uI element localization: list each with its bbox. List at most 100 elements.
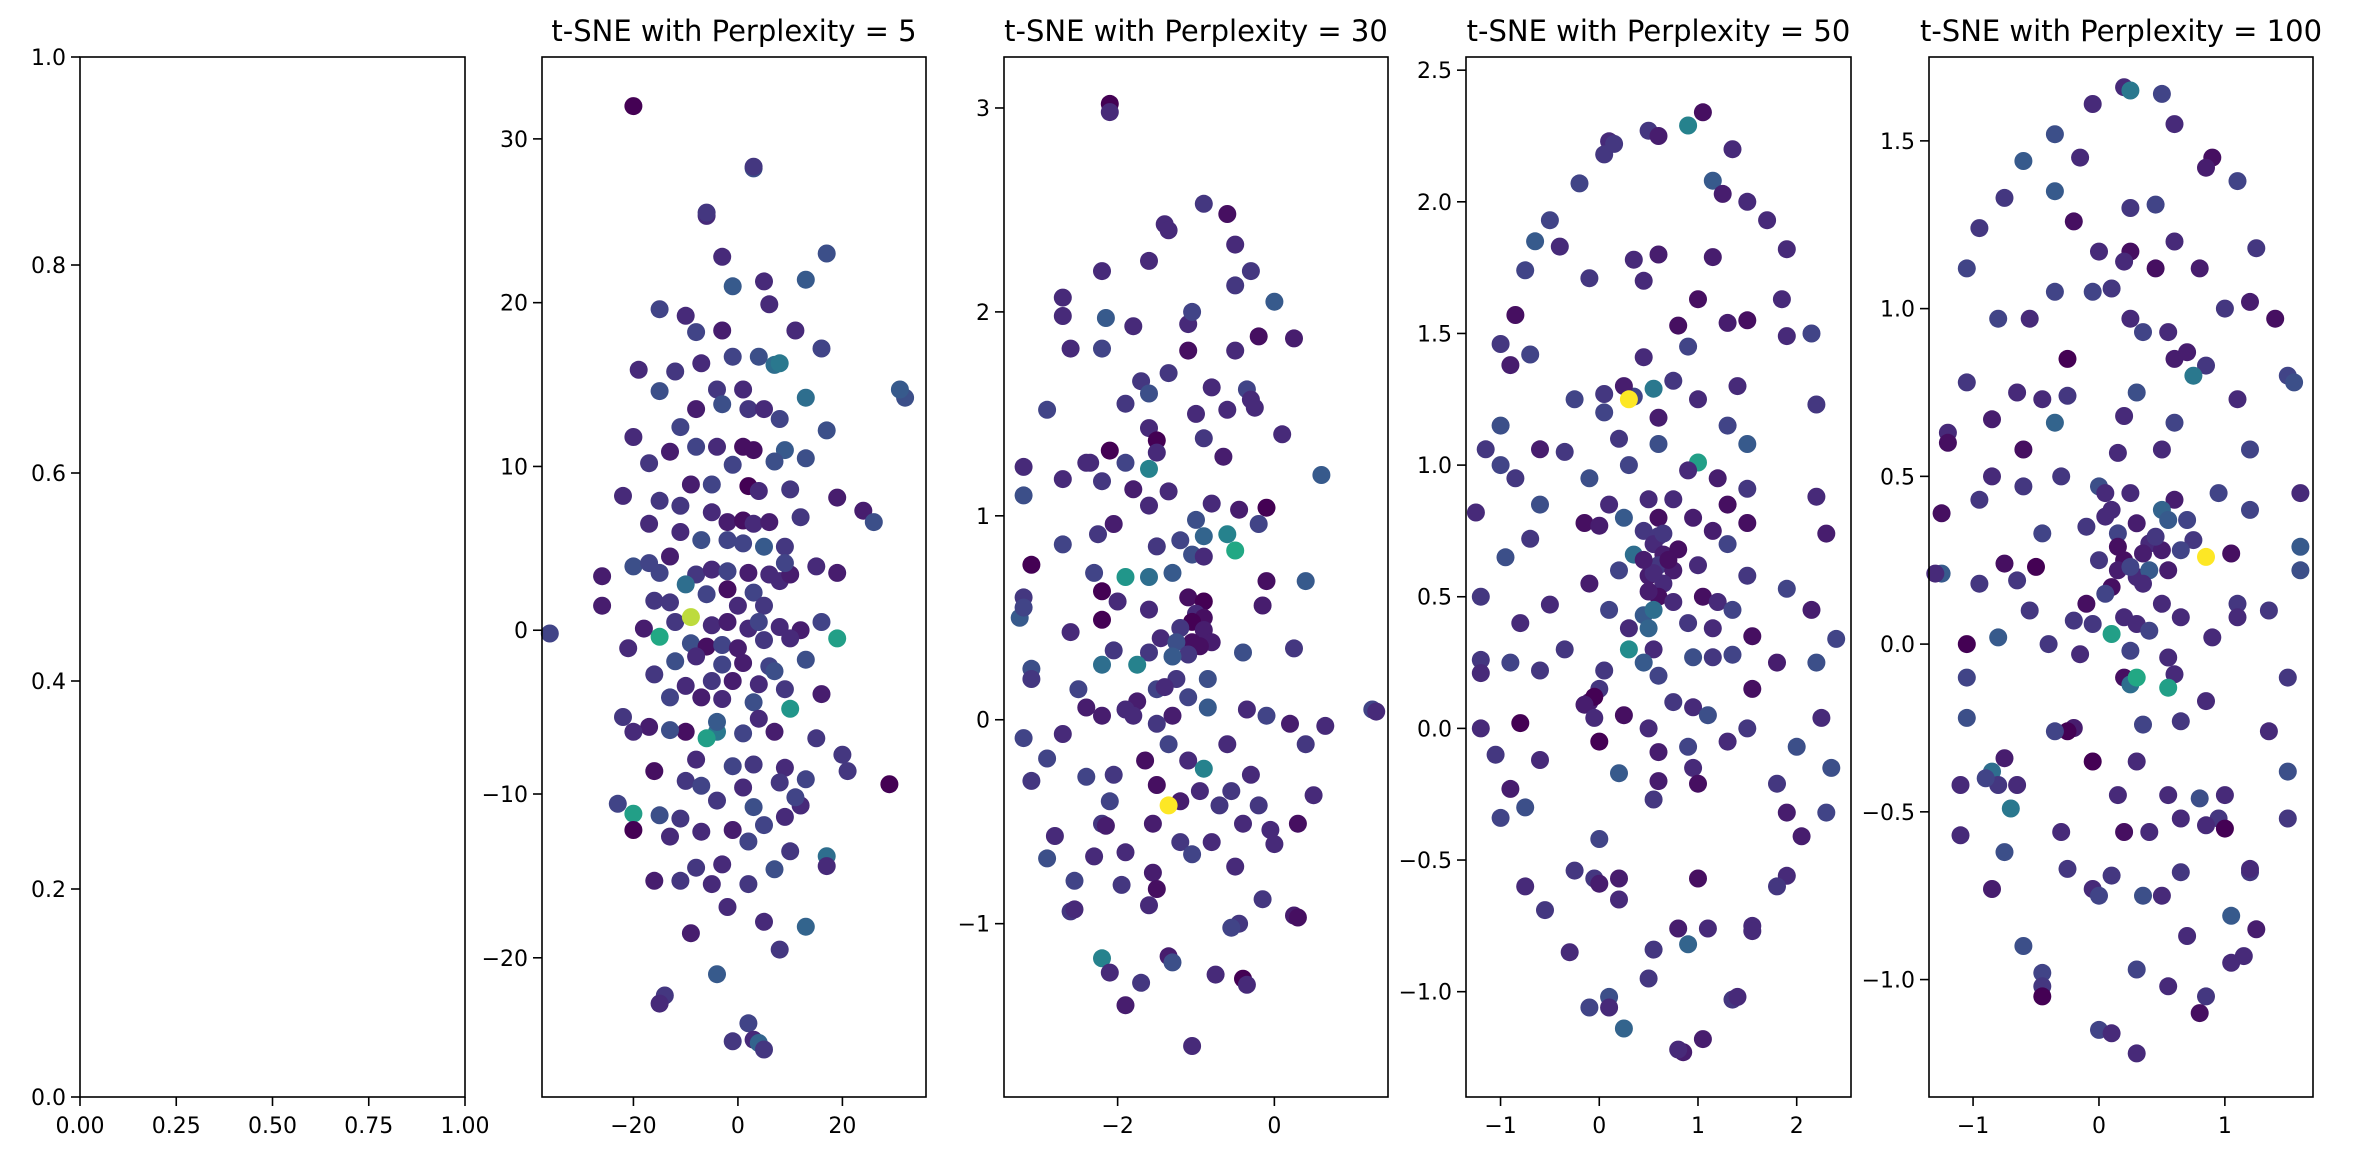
data-point [1065,871,1084,890]
data-point [2027,557,2045,576]
data-point [2134,574,2152,593]
data-point [1257,572,1276,591]
data-point [1634,653,1653,672]
data-point [1281,714,1299,733]
x-tick-label: 20 [828,1114,856,1139]
data-point [1812,708,1831,727]
data-point [864,513,883,532]
data-point [2259,601,2278,620]
data-point [1061,339,1080,358]
data-point [1304,786,1323,805]
data-point [1679,614,1698,633]
data-point [1600,600,1619,619]
data-point [634,619,653,638]
data-point [1265,292,1284,311]
data-point [1210,796,1229,815]
data-point [1093,339,1111,358]
data-point [2083,615,2102,633]
data-point [2171,541,2190,560]
y-tick-label: −0.5 [1862,801,1915,826]
data-point [1664,693,1683,712]
data-point [1649,408,1668,427]
y-tick-label: 2 [976,301,990,326]
data-point [661,827,679,846]
data-point [1649,772,1668,791]
data-point [1312,466,1331,484]
data-point [713,855,732,874]
data-point [1693,587,1712,606]
data-point [2228,594,2247,613]
y-tick-label: 0.4 [31,670,66,695]
data-point [1595,385,1614,403]
data-point [2247,920,2266,939]
data-point [2165,413,2184,432]
data-point [1038,749,1057,768]
panel-perplexity-5: t-SNE with Perplexity = 5 −20 0 20 −20 −10 0 1… [482,14,927,1139]
data-point [1038,849,1057,868]
data-point [666,362,685,381]
data-point [702,475,721,494]
data-point [2102,500,2121,519]
data-point [708,380,726,399]
panel-perplexity-100: t-SNE with Perplexity = 100 −1 0 1 −1.0 −0.5… [1862,14,2322,1139]
y-tick-label: 0.5 [1417,586,1452,611]
data-point [796,650,815,669]
x-tick-label: 1 [1691,1114,1705,1139]
data-point [1198,698,1217,717]
panel-title: t-SNE with Perplexity = 5 [551,14,916,48]
scatter-points [1010,94,1386,1055]
data-point [645,665,664,684]
y-tick-label: 0.0 [31,1086,66,1111]
data-point [833,745,852,764]
axis-ticks: 0.00 0.25 0.50 0.75 1.00 0.0 0.2 0.4 0.6 0.8 1.0 [31,46,489,1139]
data-point [1516,798,1535,817]
data-point [770,940,789,959]
data-point [1104,641,1123,660]
data-point [1151,629,1170,648]
data-point [2096,584,2115,603]
data-point [890,380,909,399]
data-point [2146,259,2165,278]
data-point [744,798,763,817]
data-point [2215,786,2234,805]
data-point [1285,329,1303,348]
data-point [1316,716,1335,735]
data-point [1777,327,1796,346]
data-point [1590,732,1609,751]
data-point [1926,564,1945,583]
data-point [2165,115,2184,134]
data-point [645,871,664,890]
x-tick-label: −1 [1957,1114,1989,1139]
data-point [593,596,612,615]
data-point [1053,470,1072,489]
data-point [1610,429,1628,448]
data-point [1116,394,1135,413]
data-point [1202,378,1221,397]
data-point [676,722,695,741]
data-point [796,770,815,789]
data-point [676,676,695,695]
data-point [1536,901,1554,920]
data-point [1218,735,1237,754]
data-point [760,513,779,532]
data-point [1718,416,1737,435]
data-point [1777,803,1796,822]
data-point [1957,373,1976,392]
data-point [676,306,695,325]
data-point [2058,722,2077,741]
data-point [713,636,732,654]
data-point [1644,564,1663,583]
data-point [1777,240,1796,259]
data-point [1093,582,1111,601]
data-point [1659,550,1678,569]
data-point [1679,737,1698,756]
data-point [619,639,638,658]
scatter-points [1926,78,2310,1063]
data-point [2266,309,2285,328]
data-point [1093,472,1111,491]
data-point [2209,484,2228,503]
data-point [661,721,679,740]
data-point [739,875,758,894]
data-point [1827,629,1846,648]
data-point [661,593,679,612]
